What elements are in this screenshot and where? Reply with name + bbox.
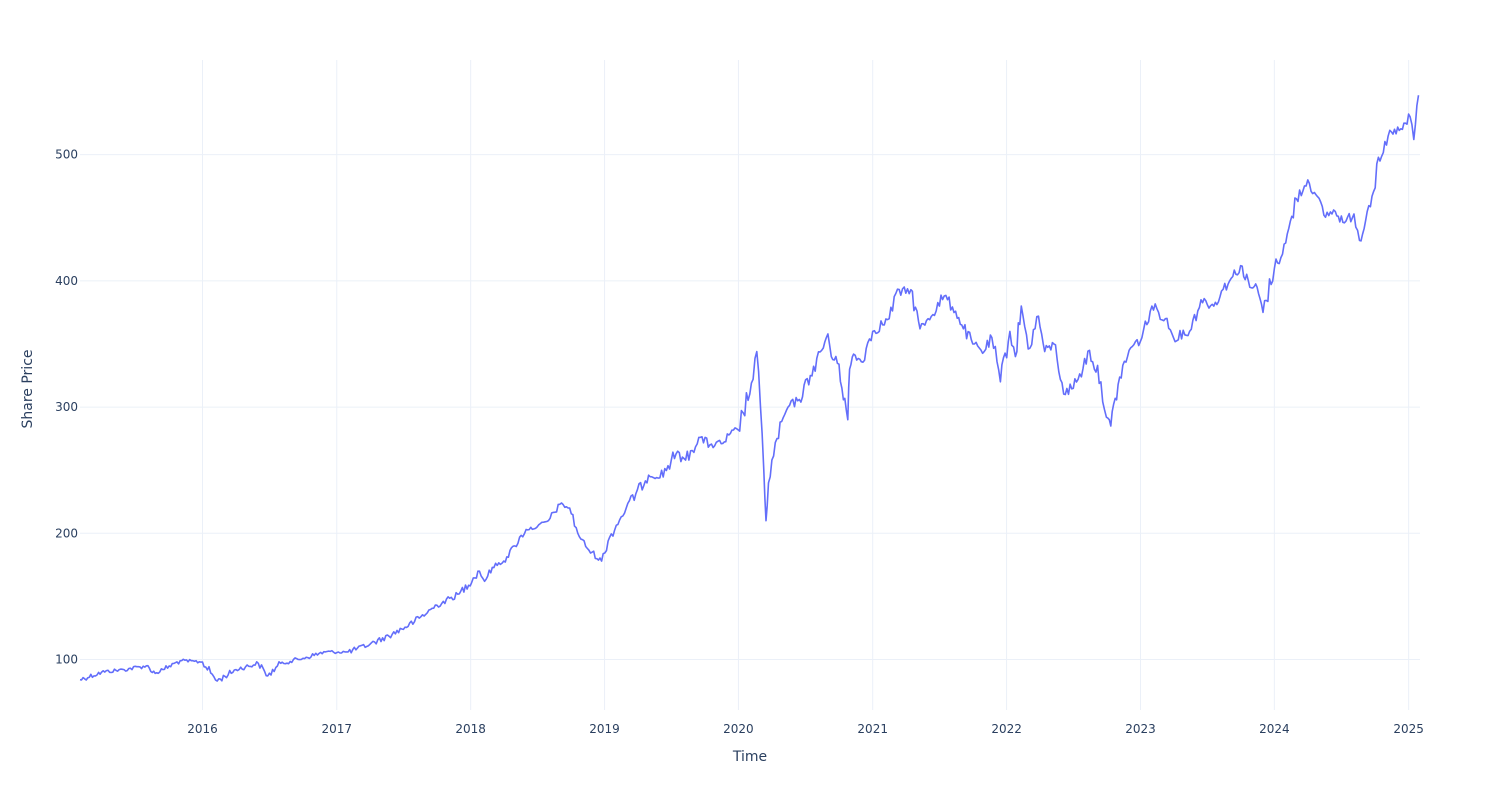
x-tick-label: 2019 (589, 722, 620, 736)
x-axis-tick-labels: 2016 2017 2018 2019 2020 2021 2022 2023 2024 2025 (187, 722, 1424, 736)
y-tick-label: 100 (55, 653, 78, 667)
x-tick-label: 2017 (322, 722, 353, 736)
x-tick-label: 2018 (455, 722, 486, 736)
x-tick-label: 2020 (723, 722, 754, 736)
x-tick-label: 2023 (1125, 722, 1156, 736)
x-tick-label: 2021 (857, 722, 888, 736)
x-tick-label: 2016 (187, 722, 218, 736)
series-group (79, 95, 1420, 682)
y-tick-label: 400 (55, 274, 78, 288)
vertical-gridlines (202, 60, 1410, 710)
y-tick-label: 500 (55, 148, 78, 162)
x-tick-label: 2024 (1259, 722, 1290, 736)
share-price-line (79, 95, 1420, 682)
horizontal-gridlines (80, 154, 1420, 661)
y-axis-tick-labels: 100 200 300 400 500 (55, 148, 78, 667)
y-tick-label: 300 (55, 400, 78, 414)
y-axis-title: Share Price (20, 349, 36, 428)
x-tick-label: 2025 (1393, 722, 1424, 736)
x-tick-label: 2022 (991, 722, 1022, 736)
x-axis-title: Time (732, 749, 767, 765)
y-tick-label: 200 (55, 526, 78, 540)
